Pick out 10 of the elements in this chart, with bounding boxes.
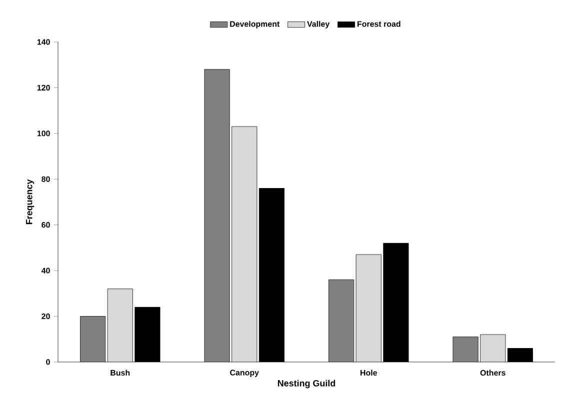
bar: [356, 254, 382, 362]
bar: [480, 334, 506, 362]
bar: [108, 288, 133, 362]
bar: [452, 336, 478, 362]
x-axis-title: Nesting Guild: [278, 380, 336, 388]
bar: [80, 316, 106, 362]
bar: [204, 69, 230, 362]
bar: [328, 280, 354, 362]
bar: [232, 126, 257, 362]
y-axis-title: Frequency: [26, 179, 34, 224]
